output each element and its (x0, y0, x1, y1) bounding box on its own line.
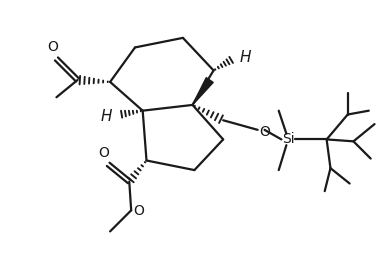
Text: O: O (98, 146, 109, 161)
Text: O: O (47, 40, 58, 54)
Text: Si: Si (282, 132, 295, 146)
Text: O: O (133, 204, 144, 218)
Text: H: H (239, 50, 251, 65)
Polygon shape (192, 78, 213, 105)
Text: H: H (100, 109, 112, 124)
Text: O: O (259, 125, 270, 139)
